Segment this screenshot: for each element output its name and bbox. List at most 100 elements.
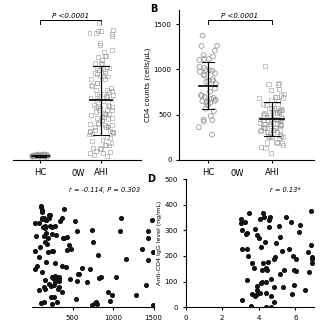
Point — [102, 54, 108, 59]
Point — [43, 224, 48, 229]
Point — [197, 58, 202, 63]
Point — [284, 214, 289, 219]
Point — [287, 247, 292, 252]
Point — [262, 117, 267, 122]
Point — [49, 284, 54, 289]
Point — [43, 155, 48, 160]
Point — [39, 152, 44, 157]
Point — [212, 108, 217, 114]
Point — [105, 123, 110, 128]
Point — [277, 117, 282, 123]
Point — [55, 287, 60, 292]
Point — [104, 134, 109, 139]
Point — [282, 267, 287, 272]
Point — [267, 114, 272, 119]
Point — [102, 115, 107, 120]
Point — [88, 95, 93, 100]
Point — [260, 267, 265, 272]
Point — [31, 154, 36, 159]
Point — [92, 124, 97, 130]
Point — [207, 68, 212, 73]
Point — [49, 248, 54, 253]
Point — [268, 304, 274, 309]
Point — [197, 64, 202, 69]
Point — [102, 68, 107, 73]
Point — [102, 50, 107, 55]
Point — [268, 123, 274, 128]
Point — [67, 277, 72, 282]
Point — [264, 140, 269, 145]
Point — [210, 68, 215, 74]
Point — [44, 152, 50, 157]
Point — [124, 256, 129, 261]
Point — [271, 128, 276, 133]
Point — [38, 300, 43, 305]
Point — [96, 276, 101, 281]
Point — [205, 99, 210, 104]
Point — [260, 124, 266, 130]
Point — [109, 140, 114, 145]
Point — [134, 293, 139, 298]
Point — [254, 287, 260, 292]
Point — [90, 139, 95, 144]
Point — [104, 87, 109, 92]
Point — [110, 129, 115, 134]
Point — [109, 123, 114, 128]
Point — [47, 212, 52, 218]
Point — [278, 108, 283, 113]
Point — [213, 81, 219, 86]
Point — [309, 257, 315, 262]
Point — [270, 106, 275, 111]
Point — [276, 110, 282, 115]
Y-axis label: CD4 counts (cells/μL): CD4 counts (cells/μL) — [144, 48, 151, 122]
Point — [43, 239, 48, 244]
Point — [258, 129, 263, 134]
Point — [279, 115, 284, 120]
Point — [201, 72, 206, 77]
Point — [36, 152, 42, 157]
Point — [150, 249, 155, 254]
Point — [199, 44, 204, 49]
Point — [102, 70, 108, 75]
Point — [253, 293, 258, 298]
Point — [117, 228, 122, 233]
Point — [90, 239, 95, 244]
Point — [305, 250, 310, 255]
Point — [259, 144, 264, 149]
Point — [106, 143, 111, 148]
Point — [57, 275, 62, 280]
Point — [274, 241, 279, 246]
Point — [94, 65, 99, 70]
Point — [32, 152, 37, 157]
Point — [279, 107, 284, 112]
Point — [108, 299, 113, 304]
Point — [254, 292, 260, 297]
Point — [40, 152, 45, 157]
Point — [107, 65, 112, 70]
Point — [72, 218, 77, 223]
Point — [273, 254, 278, 259]
Text: B: B — [150, 4, 157, 13]
Point — [276, 117, 281, 123]
Point — [101, 92, 107, 97]
Point — [209, 96, 214, 101]
Point — [87, 30, 92, 36]
Point — [268, 214, 273, 219]
Point — [107, 89, 112, 94]
Point — [293, 269, 298, 274]
Point — [35, 154, 40, 159]
Point — [102, 110, 107, 116]
Point — [266, 260, 271, 265]
Point — [310, 260, 315, 265]
Point — [272, 126, 277, 131]
Point — [97, 74, 102, 79]
Point — [210, 118, 215, 123]
Point — [88, 266, 93, 271]
Point — [242, 220, 247, 225]
Point — [208, 100, 213, 105]
Point — [42, 300, 47, 305]
Point — [266, 134, 271, 140]
Point — [104, 154, 109, 159]
Point — [102, 123, 108, 128]
Point — [107, 128, 112, 133]
